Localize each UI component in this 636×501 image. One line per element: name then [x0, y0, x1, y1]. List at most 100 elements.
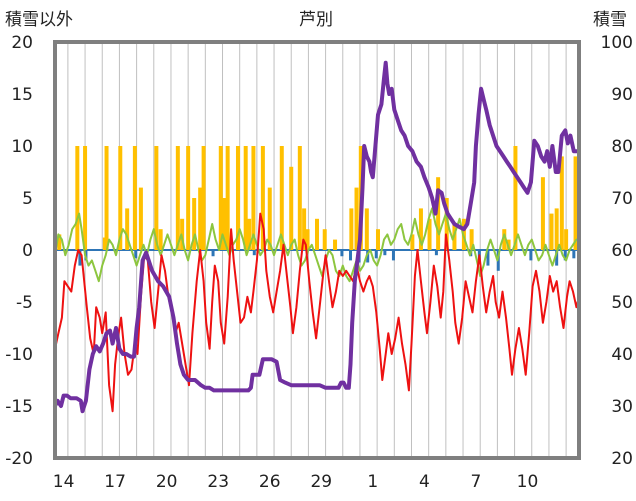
left-tick-label: 10 [11, 137, 33, 157]
right-tick-label: 80 [611, 137, 633, 157]
snowfall-bar [175, 146, 180, 250]
snowfall-bar [186, 146, 191, 250]
left-tick-label: 5 [22, 189, 33, 209]
snowfall-bar [549, 213, 554, 250]
plot-frame [53, 40, 581, 460]
right-tick-label: 20 [611, 449, 633, 469]
right-axis-ticks: 100 90 80 70 60 50 40 30 20 [601, 33, 633, 469]
snowfall-bar [251, 146, 256, 250]
snowfall-bar [138, 187, 143, 250]
snowfall-bar [247, 218, 252, 250]
bar-layer [57, 146, 578, 271]
snowfall-bar [502, 229, 507, 250]
snowfall-bar [125, 208, 130, 250]
snow_depth-line [53, 60, 581, 414]
left-tick-label: 20 [11, 33, 33, 53]
right-tick-label: 30 [611, 397, 633, 417]
snowfall-bar [302, 208, 307, 250]
snowfall-bar [375, 229, 380, 250]
snowfall-bar [83, 146, 88, 250]
x-tick-label: 29 [310, 472, 332, 492]
snowfall-bar [267, 187, 272, 250]
snowfall-bar [559, 156, 564, 250]
snowfall-bar [554, 208, 559, 250]
negative_bars-bar [366, 250, 370, 263]
negative_bars-bar [572, 250, 576, 259]
x-tick-label: 7 [471, 472, 482, 492]
snowfall-bar [104, 146, 109, 250]
snowfall-bar [410, 234, 415, 250]
snowfall-bar [513, 146, 518, 250]
negative_bars-bar [529, 250, 533, 261]
temp_anomaly-line [54, 207, 580, 283]
snowfall-bar [218, 146, 223, 250]
snowfall-bar [75, 146, 80, 250]
negative_bars-bar [391, 250, 395, 261]
line-layer [53, 60, 581, 414]
snowfall-bar [225, 146, 230, 250]
snowfall-bar [243, 146, 248, 250]
snowfall-bar [315, 218, 319, 250]
x-tick-label: 1 [367, 472, 378, 492]
snowfall-bar [198, 187, 203, 250]
right-tick-label: 60 [611, 241, 633, 261]
x-tick-label: 20 [156, 472, 178, 492]
negative_bars-bar [555, 250, 559, 266]
snowfall-bar [289, 166, 294, 250]
snowfall-bar [418, 208, 423, 250]
snowfall-bar [118, 146, 123, 250]
negative_bars-bar [434, 250, 438, 256]
negative_bars-bar [563, 250, 567, 261]
left-tick-label: -20 [5, 449, 33, 469]
chart-title: 芦別 [299, 10, 333, 30]
snowfall-bar [469, 229, 474, 250]
snowfall-bar [573, 156, 578, 250]
negative_bars-bar [340, 250, 344, 257]
left-tick-label: 0 [22, 241, 33, 261]
x-tick-label: 4 [419, 472, 430, 492]
snowfall-bar [354, 187, 359, 250]
snowfall-bar [427, 218, 432, 250]
negative_bars-bar [211, 250, 215, 257]
snowfall-bar [349, 208, 354, 250]
snowfall-bar [322, 229, 327, 250]
snowfall-bar [192, 198, 197, 250]
negative_bars-bar [252, 250, 256, 256]
left-tick-label: -15 [5, 397, 33, 417]
snowfall-bar [132, 146, 137, 250]
snowfall-bar [436, 177, 441, 250]
negative_bars-bar [349, 250, 353, 261]
snowfall-bar [235, 146, 240, 250]
left-axis-ticks: 20 15 10 5 0 -5 -10 -15 -20 [5, 33, 33, 469]
snowfall-bar [201, 146, 206, 250]
right-tick-label: 70 [611, 189, 633, 209]
x-tick-label: 14 [53, 472, 75, 492]
right-axis-title: 積雪 [593, 10, 627, 30]
snowfall-bar [540, 177, 545, 250]
x-axis-ticks: 14 17 20 23 26 29 1 4 7 10 [53, 472, 539, 492]
snowfall-bar [364, 208, 369, 250]
right-tick-label: 100 [601, 33, 633, 53]
snowfall-bar [297, 146, 302, 250]
x-tick-label: 26 [259, 472, 281, 492]
left-axis-title: 積雪以外 [5, 10, 73, 30]
left-tick-label: -5 [16, 293, 33, 313]
right-tick-label: 90 [611, 85, 633, 105]
x-tick-label: 10 [517, 472, 539, 492]
negative_bars-bar [486, 250, 490, 266]
negative_bars-bar [78, 250, 82, 266]
snowfall-bar [564, 229, 569, 250]
left-tick-label: 15 [11, 85, 33, 105]
negative_bars-bar [383, 250, 387, 256]
snowfall-bar [57, 234, 62, 250]
right-tick-label: 50 [611, 293, 633, 313]
negative_bars-bar [374, 250, 378, 259]
snowfall-bar [158, 229, 163, 250]
x-tick-label: 17 [104, 472, 126, 492]
right-tick-label: 40 [611, 345, 633, 365]
x-tick-label: 23 [207, 472, 229, 492]
snowfall-bar [154, 146, 159, 250]
snowfall-bar [444, 198, 449, 250]
left-tick-label: -10 [5, 345, 33, 365]
